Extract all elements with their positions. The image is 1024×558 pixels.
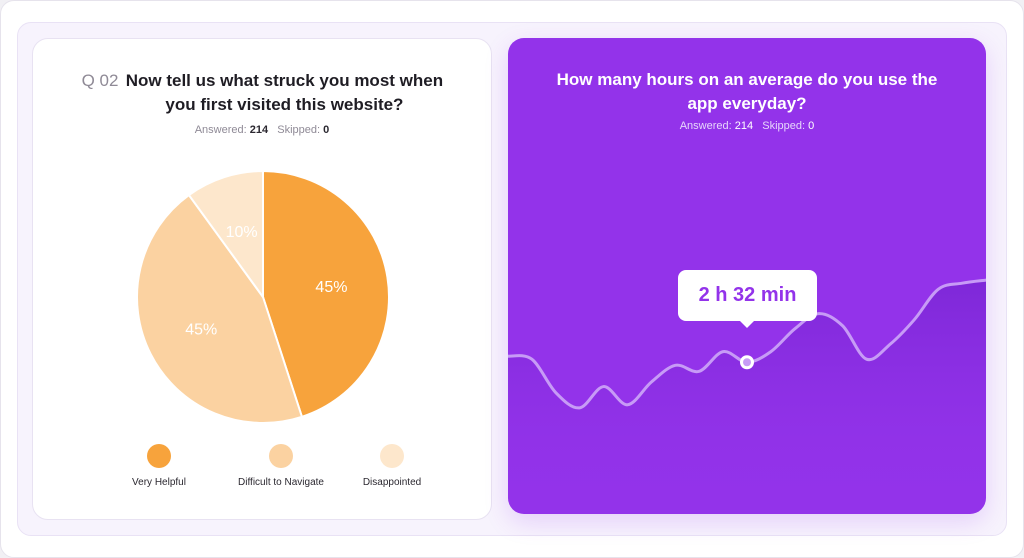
legend-label-difficult-to-navigate: Difficult to Navigate (238, 477, 324, 488)
usage-area-fill (508, 280, 986, 514)
answered-label: Answered: (194, 124, 247, 136)
skipped-label: Skipped: (277, 124, 321, 136)
legend-item-difficult-to-navigate: Difficult to Navigate (226, 444, 336, 488)
pie-slice-difficult-to-navigate (136, 193, 304, 424)
legend-item-disappointed: Disappointed (337, 444, 447, 488)
pie-slice-disappointed (187, 169, 264, 301)
usage-skipped-label: Skipped: (762, 120, 806, 132)
legend-dot-disappointed (380, 444, 404, 468)
question-text: Now tell us what struck you most when yo… (125, 71, 444, 114)
legend-label-disappointed: Disappointed (362, 477, 422, 488)
usage-answered-count: 214 (734, 120, 754, 132)
response-stats: Answered: 214 Skipped: 0 (33, 124, 491, 136)
usage-line-chart (508, 278, 986, 514)
skipped-count: 0 (323, 124, 330, 136)
question-heading: Q 02 Now tell us what struck you most whe… (33, 69, 493, 117)
usage-skipped-count: 0 (808, 120, 815, 132)
legend-label-very-helpful: Very Helpful (132, 477, 186, 488)
legend-dot-very-helpful (147, 444, 171, 468)
pie-slice-very-helpful (262, 169, 390, 419)
pie-legend: Very Helpful Difficult to Navigate Disap… (123, 444, 433, 494)
pie-slice-label-difficult-to-navigate: 45% (185, 321, 217, 338)
legend-dot-difficult-to-navigate (269, 444, 293, 468)
usage-response-stats: Answered: 214 Skipped: 0 (508, 120, 986, 132)
pie-slice-label-very-helpful: 45% (315, 279, 347, 296)
pie-slice-label-disappointed: 10% (226, 224, 258, 241)
legend-item-very-helpful: Very Helpful (104, 444, 214, 488)
usage-answered-label: Answered: (679, 120, 732, 132)
survey-question-card: Q 02 Now tell us what struck you most whe… (32, 38, 492, 520)
question-number: Q 02 (81, 71, 119, 90)
highlight-point-center (743, 358, 751, 367)
highlight-tooltip: 2 h 32 min (678, 270, 817, 329)
usage-question-card: How many hours on an average do you use … (508, 38, 986, 514)
pie-chart: 45% 45% 10% (136, 169, 390, 424)
answered-count: 214 (249, 124, 269, 136)
usage-question-text: How many hours on an average do you use … (556, 70, 938, 113)
